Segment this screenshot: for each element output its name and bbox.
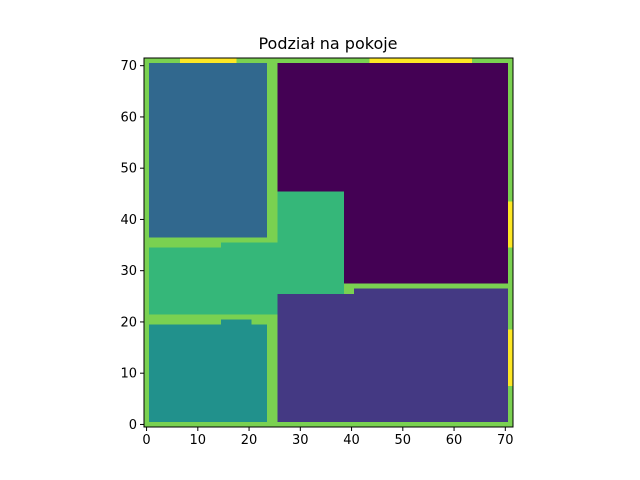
- x-tick-label: 40: [343, 433, 360, 448]
- y-tick-label: 10: [120, 367, 137, 382]
- x-tick-label: 20: [241, 433, 258, 448]
- x-tick-label: 60: [446, 433, 463, 448]
- door-region-13: [507, 201, 514, 248]
- y-axis: 0 10 20 30 40 50 60 70: [120, 59, 144, 433]
- plot-frame: [143, 57, 514, 428]
- door-region-14: [507, 329, 514, 387]
- x-tick-label: 70: [497, 433, 514, 448]
- room-region-5: [251, 309, 278, 315]
- x-tick-label: 30: [292, 433, 309, 448]
- room-region-8: [277, 293, 508, 422]
- chart-title: Podział na pokoje: [258, 34, 397, 53]
- room-region-6: [149, 324, 268, 422]
- y-tick-label: 70: [120, 59, 137, 74]
- x-tick-label: 10: [190, 433, 207, 448]
- room-region-1: [149, 63, 268, 238]
- y-tick-label: 60: [120, 110, 137, 125]
- room-region-4: [220, 242, 278, 315]
- y-tick-label: 20: [120, 315, 137, 330]
- y-tick-label: 0: [129, 418, 137, 433]
- x-tick-label: 0: [142, 433, 150, 448]
- x-tick-label: 50: [395, 433, 412, 448]
- door-region-11: [179, 58, 237, 64]
- x-axis: 0 10 20 30 40 50 60 70: [142, 427, 514, 448]
- room-region-9: [354, 288, 508, 294]
- y-tick-label: 50: [120, 162, 137, 177]
- y-tick-label: 30: [120, 264, 137, 279]
- room-region-10: [277, 319, 324, 325]
- room-region-7: [220, 319, 252, 325]
- door-region-12: [369, 58, 472, 64]
- heatmap-regions: [149, 58, 514, 422]
- plot-area: [143, 57, 514, 428]
- y-tick-label: 40: [120, 213, 137, 228]
